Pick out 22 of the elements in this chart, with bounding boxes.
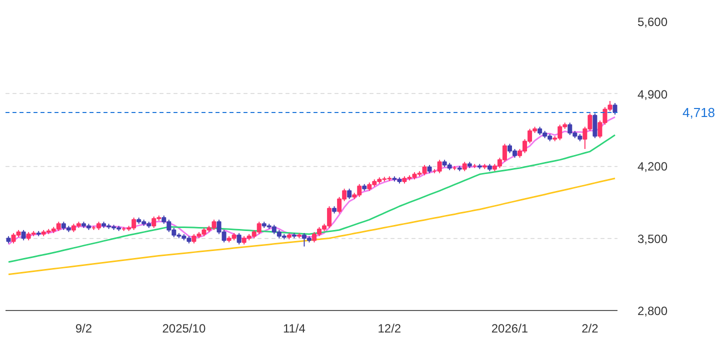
ref-line-label: 4,718 — [682, 105, 716, 120]
line-series — [8, 116, 616, 246]
x-tick-label: 2026/1 — [491, 322, 528, 336]
candlestick — [21, 229, 26, 241]
candlestick — [347, 188, 352, 200]
y-tick-label: 2,800 — [638, 304, 668, 318]
candlestick — [437, 159, 442, 174]
candlestick — [462, 161, 467, 172]
line-series — [8, 178, 616, 276]
x-tick-label: 2/2 — [582, 322, 599, 336]
x-tick-label: 2025/10 — [162, 322, 206, 336]
candlestick — [612, 102, 618, 116]
y-tick-label: 5,600 — [638, 15, 668, 29]
y-tick-label: 3,500 — [638, 232, 668, 246]
x-tick-label: 9/2 — [75, 322, 92, 336]
candlestick — [236, 232, 242, 245]
x-tick-label: 12/2 — [378, 322, 402, 336]
y-tick-label: 4,900 — [638, 87, 668, 102]
line-series — [8, 134, 616, 263]
candlestick — [592, 112, 598, 139]
y-tick-label: 4,200 — [638, 160, 668, 174]
x-tick-label: 11/4 — [282, 322, 306, 336]
